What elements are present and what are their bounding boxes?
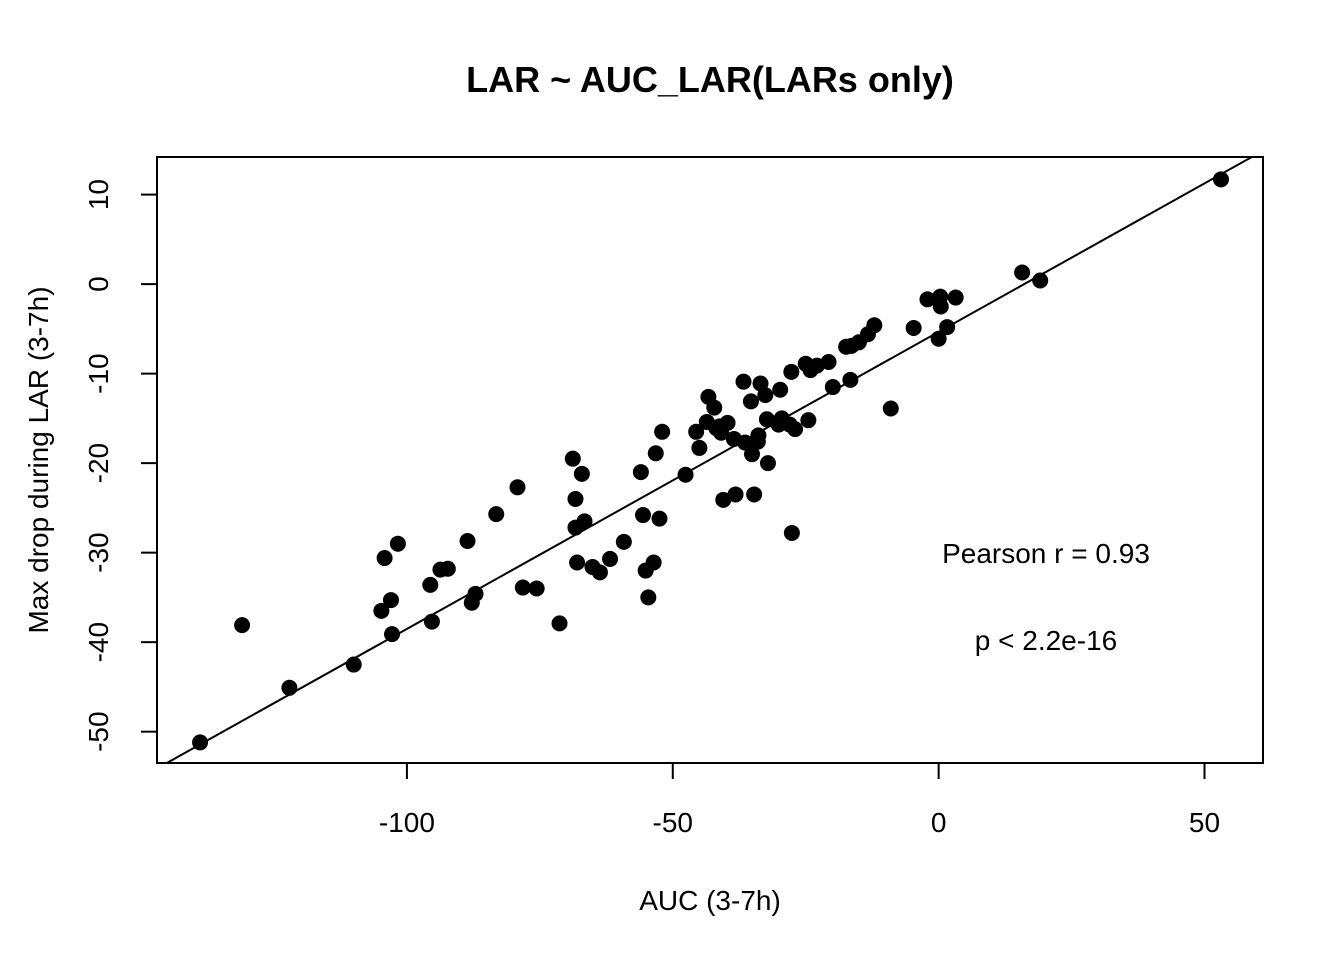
y-axis: -50 -40 -30 -20 -10 0 10 bbox=[83, 179, 158, 752]
x-tick-label: 0 bbox=[931, 807, 947, 838]
y-tick-label: -20 bbox=[83, 443, 114, 483]
data-point bbox=[528, 580, 545, 597]
data-point bbox=[824, 379, 841, 396]
pvalue-annotation: p < 2.2e-16 bbox=[975, 625, 1117, 656]
data-point bbox=[654, 423, 671, 440]
data-point bbox=[787, 421, 804, 438]
data-point bbox=[759, 455, 776, 472]
data-point bbox=[389, 535, 406, 552]
data-point bbox=[919, 291, 936, 308]
data-point bbox=[772, 381, 789, 398]
y-tick-label: 0 bbox=[83, 276, 114, 292]
data-point bbox=[459, 533, 476, 550]
plot-area bbox=[164, 157, 1254, 763]
y-tick-label: -40 bbox=[83, 622, 114, 662]
data-point bbox=[719, 414, 736, 431]
data-point bbox=[947, 289, 964, 306]
data-point bbox=[573, 465, 590, 482]
chart-title: LAR ~ AUC_LAR(LARs only) bbox=[466, 59, 954, 100]
data-point bbox=[373, 602, 390, 619]
data-point bbox=[382, 592, 399, 609]
data-point bbox=[439, 560, 456, 577]
data-point bbox=[737, 434, 754, 451]
data-point bbox=[635, 507, 652, 524]
data-point bbox=[800, 412, 817, 429]
data-point bbox=[1014, 264, 1031, 281]
data-point bbox=[1212, 171, 1229, 188]
data-point bbox=[569, 554, 586, 571]
data-point bbox=[422, 576, 439, 593]
regression-line bbox=[164, 157, 1254, 763]
data-point bbox=[930, 330, 947, 347]
data-point bbox=[715, 491, 732, 508]
data-point bbox=[488, 506, 505, 523]
data-point bbox=[384, 626, 401, 643]
data-point bbox=[467, 585, 484, 602]
data-point bbox=[691, 439, 708, 456]
x-tick-label: -50 bbox=[653, 807, 693, 838]
data-point bbox=[746, 486, 763, 503]
data-point bbox=[345, 656, 362, 673]
data-point bbox=[842, 371, 859, 388]
data-point bbox=[423, 613, 440, 630]
data-point bbox=[234, 617, 251, 634]
y-tick-label: -50 bbox=[83, 711, 114, 751]
data-point bbox=[602, 550, 619, 567]
data-point bbox=[744, 446, 761, 463]
data-point bbox=[706, 399, 723, 416]
data-point bbox=[509, 479, 526, 496]
data-point bbox=[939, 319, 956, 336]
data-point bbox=[192, 734, 209, 751]
x-axis: -100 -50 0 50 bbox=[379, 762, 1220, 838]
data-point bbox=[632, 464, 649, 481]
data-point bbox=[376, 550, 393, 567]
data-point bbox=[688, 423, 705, 440]
data-point bbox=[882, 400, 899, 417]
data-point bbox=[615, 533, 632, 550]
data-point bbox=[567, 490, 584, 507]
data-point bbox=[783, 363, 800, 380]
data-point bbox=[735, 373, 752, 390]
data-point bbox=[651, 510, 668, 527]
pearson-annotation: Pearson r = 0.93 bbox=[942, 538, 1150, 569]
data-point bbox=[750, 427, 767, 444]
data-point bbox=[551, 615, 568, 632]
data-point bbox=[576, 513, 593, 530]
data-point bbox=[757, 387, 774, 404]
y-tick-label: -10 bbox=[83, 353, 114, 393]
data-point bbox=[905, 319, 922, 336]
data-point bbox=[1032, 272, 1049, 289]
data-point bbox=[742, 393, 759, 410]
data-point bbox=[281, 679, 298, 696]
data-point bbox=[645, 554, 662, 571]
data-point bbox=[932, 298, 949, 315]
x-tick-label: -100 bbox=[379, 807, 435, 838]
y-axis-label: Max drop during LAR (3-7h) bbox=[23, 286, 54, 633]
data-point bbox=[783, 524, 800, 541]
data-point bbox=[820, 353, 837, 370]
data-point bbox=[677, 466, 694, 483]
data-point bbox=[514, 579, 531, 596]
y-tick-label: -30 bbox=[83, 532, 114, 572]
data-point bbox=[564, 450, 581, 467]
data-point bbox=[591, 564, 608, 581]
x-axis-label: AUC (3-7h) bbox=[639, 885, 781, 916]
y-tick-label: 10 bbox=[83, 179, 114, 210]
data-point bbox=[640, 589, 657, 606]
x-tick-label: 50 bbox=[1189, 807, 1220, 838]
data-point bbox=[647, 445, 664, 462]
data-point bbox=[866, 317, 883, 334]
data-point bbox=[727, 486, 744, 503]
